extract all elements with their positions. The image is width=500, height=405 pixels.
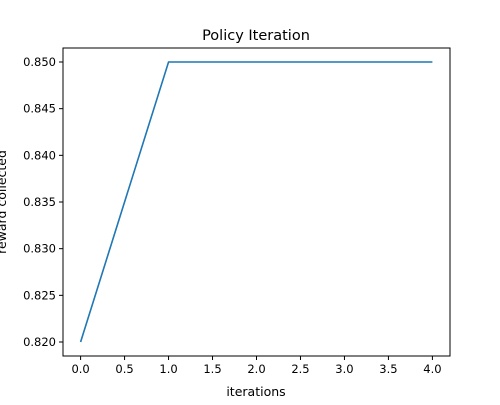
x-tick-label: 2.0	[247, 362, 265, 376]
x-tick-label: 3.5	[379, 362, 397, 376]
x-tick-label: 0.5	[115, 362, 133, 376]
x-tick-label: 0.0	[71, 362, 89, 376]
x-axis-label: iterations	[226, 384, 285, 399]
x-tick-label: 2.5	[291, 362, 309, 376]
series-line	[79, 61, 433, 343]
y-tick-label: 0.840	[23, 148, 56, 162]
x-tick-label: 1.5	[203, 362, 221, 376]
y-tick-label: 0.835	[23, 195, 56, 209]
plot-frame	[62, 47, 451, 357]
chart-title: Policy Iteration	[202, 28, 310, 44]
x-tick-label: 3.0	[335, 362, 353, 376]
x-axis: 0.0 0.5 1.0 1.5 2.0 2.5 3.0 3.5 4.0	[71, 356, 442, 376]
y-tick-label: 0.825	[23, 288, 56, 302]
y-tick-label: 0.830	[23, 242, 56, 256]
y-tick-label: 0.820	[23, 335, 56, 349]
x-tick-label: 1.0	[159, 362, 177, 376]
plot-area	[62, 47, 451, 357]
y-tick-label: 0.850	[23, 55, 56, 69]
y-tick-label: 0.845	[23, 102, 56, 116]
y-axis-label: reward collected	[0, 150, 9, 254]
x-tick-label: 4.0	[423, 362, 441, 376]
y-axis: 0.820 0.825 0.830 0.835 0.840 0.845 0.850	[23, 55, 63, 349]
